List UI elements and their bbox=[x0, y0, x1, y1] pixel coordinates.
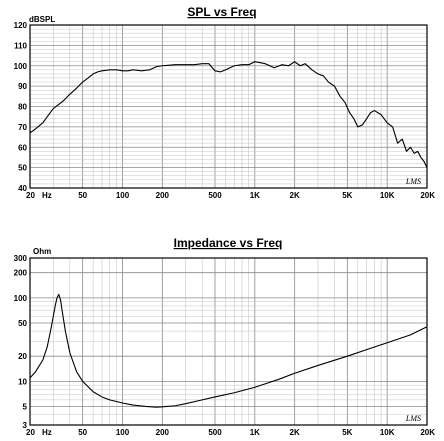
spl-x-tick-label: 200 bbox=[156, 191, 170, 200]
impedance-y-tick-label: 5 bbox=[23, 402, 28, 411]
impedance-y-tick-label: 200 bbox=[14, 269, 28, 278]
impedance-y-axis-label: Ohm bbox=[33, 247, 51, 256]
spl-y-tick-label: 120 bbox=[14, 21, 28, 30]
spl-curve bbox=[29, 61, 428, 168]
impedance-x-tick-label: 5K bbox=[342, 428, 352, 437]
impedance-plot-frame bbox=[29, 257, 428, 426]
impedance-x-tick-label: 100 bbox=[116, 428, 130, 437]
spl-y-tick-label: 60 bbox=[18, 143, 27, 152]
impedance-x-tick-label: 20K bbox=[420, 428, 435, 437]
spl-x-tick-label: 500 bbox=[208, 191, 222, 200]
impedance-y-tick-label: 100 bbox=[14, 294, 28, 303]
impedance-y-tick-label: 20 bbox=[18, 352, 27, 361]
impedance-y-tick-label: 50 bbox=[18, 319, 27, 328]
spl-y-tick-label: 50 bbox=[18, 164, 27, 173]
spl-lms-logo: LMS bbox=[405, 177, 421, 186]
impedance-chart-title: Impedance vs Freq bbox=[174, 236, 283, 250]
spl-x-tick-label: 10K bbox=[380, 191, 395, 200]
impedance-x-tick-label: 1K bbox=[250, 428, 260, 437]
spl-x-tick-label: 1K bbox=[250, 191, 260, 200]
spl-x-tick-label: 20 bbox=[26, 191, 35, 200]
impedance-x-tick-label: 2K bbox=[290, 428, 300, 437]
spl-x-tick-label: 2K bbox=[290, 191, 300, 200]
impedance-y-tick-label: 3 bbox=[23, 421, 28, 430]
spl-y-tick-label: 70 bbox=[18, 123, 27, 132]
spl-plot-area: 40 50 60 70 80 90 100 110 120 20 50 100 200 500 1K 2K 5K… bbox=[14, 21, 436, 200]
spl-x-tick-label: 5K bbox=[342, 191, 352, 200]
impedance-x-unit-label: Hz bbox=[42, 428, 52, 437]
spl-chart-title: SPL vs Freq bbox=[187, 5, 256, 19]
spl-plot-frame bbox=[29, 24, 428, 189]
spl-x-tick-label: 100 bbox=[116, 191, 130, 200]
impedance-x-tick-label: 20 bbox=[26, 428, 35, 437]
spl-y-tick-label: 40 bbox=[18, 184, 27, 193]
impedance-y-tick-label: 10 bbox=[18, 377, 27, 386]
impedance-x-tick-label: 500 bbox=[208, 428, 222, 437]
spl-y-tick-label: 90 bbox=[18, 82, 27, 91]
impedance-x-tick-label: 200 bbox=[156, 428, 170, 437]
spl-y-tick-label: 100 bbox=[14, 62, 28, 71]
spl-y-axis-label: dBSPL bbox=[29, 15, 55, 24]
spl-y-tick-label: 110 bbox=[14, 41, 27, 50]
spl-x-tick-label: 20K bbox=[420, 191, 435, 200]
spl-y-tick-label: 80 bbox=[18, 103, 27, 112]
impedance-x-tick-label: 10K bbox=[380, 428, 395, 437]
impedance-lms-logo: LMS bbox=[405, 414, 421, 423]
spl-x-tick-label: 50 bbox=[78, 191, 87, 200]
impedance-x-tick-label: 50 bbox=[78, 428, 87, 437]
spl-x-unit-label: Hz bbox=[42, 191, 52, 200]
impedance-y-tick-label: 300 bbox=[14, 254, 28, 263]
impedance-plot-area: 3 5 10 20 50 100 200 300 20 50 100 200 500 1K 2K 5K 10K 2… bbox=[14, 254, 436, 437]
impedance-curve bbox=[29, 293, 428, 408]
